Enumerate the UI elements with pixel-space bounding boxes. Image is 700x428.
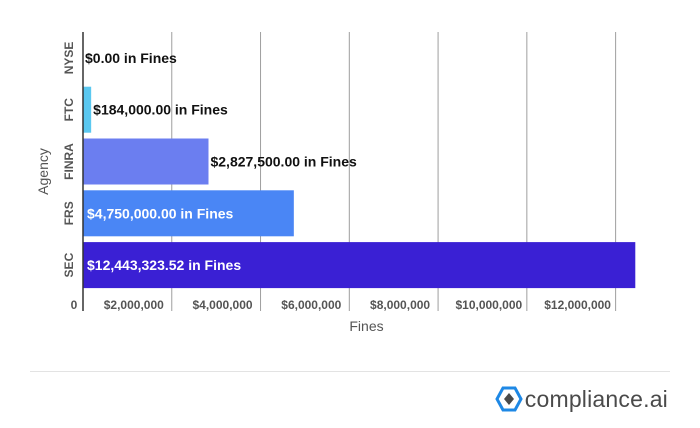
x-tick-label: $4,000,000 (193, 298, 253, 312)
bar-frs (83, 190, 294, 237)
compliance-logo-icon (495, 386, 523, 412)
x-tick-label: $10,000,000 (455, 298, 522, 312)
bar-finra (83, 138, 209, 185)
category-label-sec: SEC (62, 252, 76, 277)
y-axis-title: Agency (35, 148, 51, 195)
bar-sec (83, 242, 636, 289)
x-tick-label: 0 (71, 298, 78, 312)
x-axis-title: Fines (349, 318, 383, 334)
x-tick-label: $8,000,000 (370, 298, 430, 312)
data-label-nyse: $0.00 in Fines (85, 50, 177, 66)
data-label-finra: $2,827,500.00 in Fines (210, 154, 357, 170)
bar-ftc (83, 86, 92, 133)
category-label-nyse: NYSE (62, 42, 76, 75)
x-tick-label: $6,000,000 (281, 298, 341, 312)
bar-chart: $0.00 in Fines NYSE $184,000.00 in Fines FT… (35, 32, 636, 334)
footer-divider (30, 371, 670, 372)
data-label-ftc: $184,000.00 in Fines (93, 102, 228, 118)
category-label-frs: FRS (62, 201, 76, 225)
data-label-sec: $12,443,323.52 in Fines (87, 257, 241, 273)
category-label-ftc: FTC (62, 98, 76, 122)
data-label-frs: $4,750,000.00 in Fines (87, 205, 234, 221)
brand-logo[interactable]: compliance.ai (495, 382, 668, 416)
brand-name: compliance.ai (524, 385, 668, 412)
x-tick-label: $2,000,000 (104, 298, 164, 312)
category-label-finra: FINRA (62, 143, 76, 180)
x-tick-label: $12,000,000 (544, 298, 611, 312)
